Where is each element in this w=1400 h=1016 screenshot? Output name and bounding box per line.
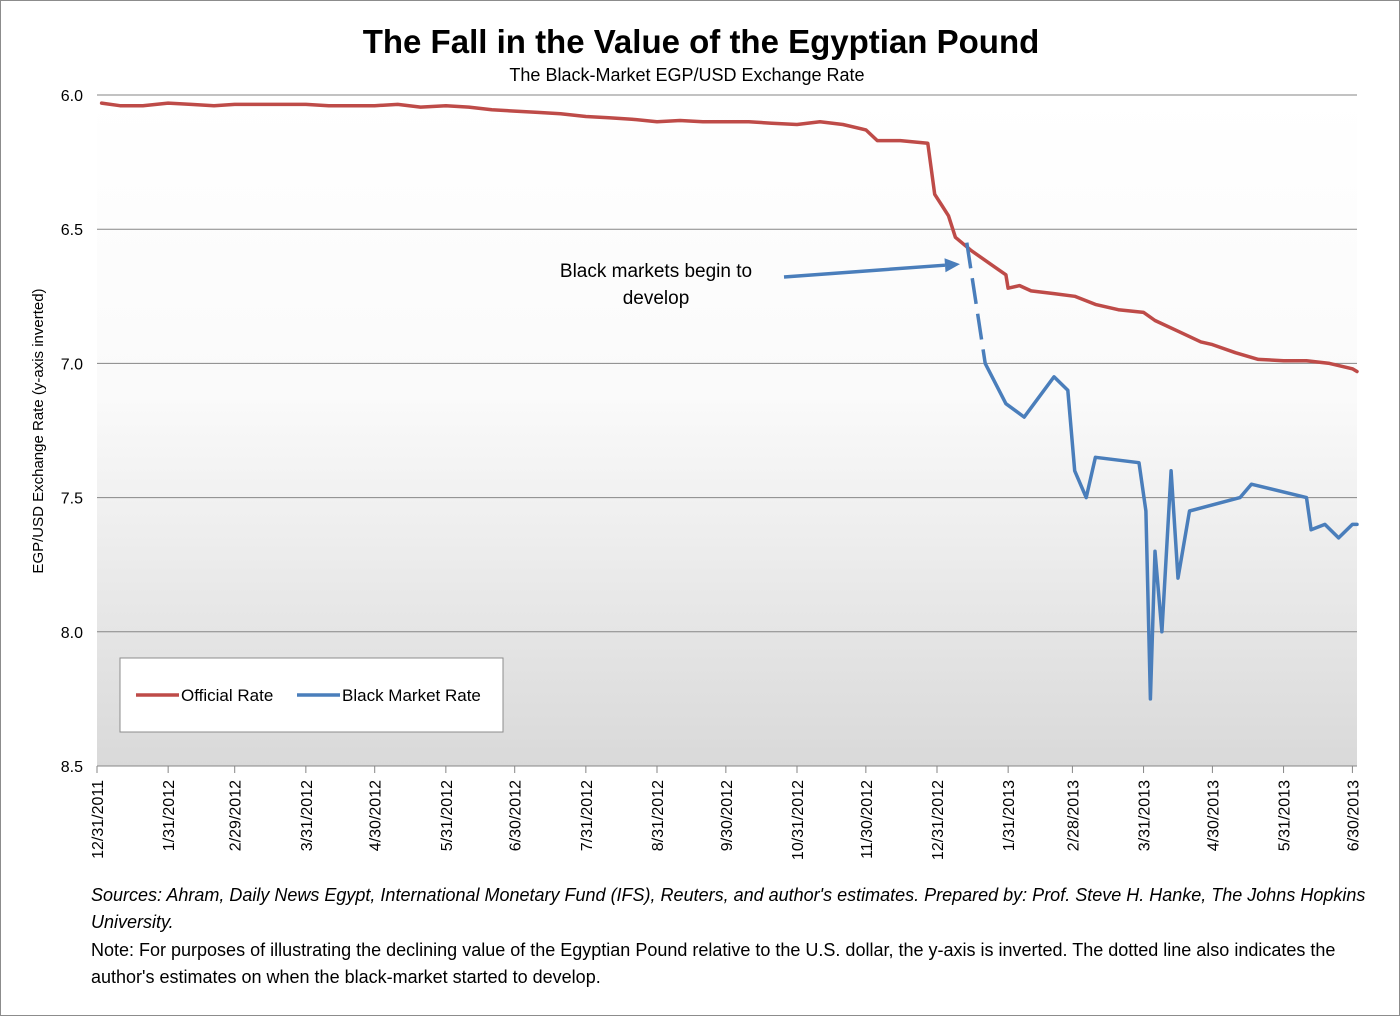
plot-area <box>97 95 1357 766</box>
x-tick-label: 5/31/2012 <box>439 780 456 851</box>
x-tick-label: 12/31/2012 <box>930 780 947 860</box>
sources-note: Sources: Ahram, Daily News Egypt, Intern… <box>91 885 1366 932</box>
x-tick-label: 2/28/2013 <box>1065 780 1082 851</box>
x-tick-label: 3/31/2013 <box>1137 780 1154 851</box>
series-line-black-market-rate <box>983 361 1359 701</box>
series-layer <box>99 101 1359 701</box>
x-tick-label: 11/30/2012 <box>859 780 876 859</box>
legend-label-black-market-rate: Black Market Rate <box>342 686 481 705</box>
annotation-text-line-2: develop <box>623 288 690 309</box>
x-tick-label: 8/31/2012 <box>650 780 667 851</box>
x-tick-label: 12/31/2011 <box>90 780 107 859</box>
gridlines <box>97 94 1357 767</box>
x-tick-label: 9/30/2012 <box>719 780 736 851</box>
x-tick-label: 10/31/2012 <box>790 780 807 860</box>
annotation-text-line-1: Black markets begin to <box>560 261 752 282</box>
chart-title: The Fall in the Value of the Egyptian Po… <box>363 23 1040 60</box>
x-tick-label: 4/30/2012 <box>368 780 385 851</box>
x-tick-labels: 12/31/2011 1/31/2012 2/29/2012 3/31/2012 4/3… <box>90 766 1362 860</box>
x-tick-label: 6/30/2012 <box>508 780 525 851</box>
y-tick-label: 7.5 <box>61 491 83 508</box>
y-axis-title: EGP/USD Exchange Rate (y-axis inverted) <box>30 288 47 573</box>
y-tick-labels: 6.0 6.5 7.0 7.5 8.0 8.5 <box>61 88 83 776</box>
x-tick-label: 3/31/2012 <box>299 780 316 851</box>
y-tick-label: 8.0 <box>61 625 83 642</box>
annotation-arrow-head <box>944 258 960 273</box>
annotation-arrow-shaft <box>783 263 946 279</box>
x-tick-label: 1/31/2013 <box>1001 780 1018 851</box>
x-tick-label: 4/30/2013 <box>1205 780 1222 851</box>
x-tick-label: 1/31/2012 <box>161 780 178 851</box>
y-tick-label: 6.5 <box>61 222 83 239</box>
estimate-dashed-line <box>965 242 987 364</box>
x-tick-label: 6/30/2013 <box>1345 780 1362 851</box>
y-tick-label: 6.0 <box>61 88 83 105</box>
x-tick-label: 7/31/2012 <box>579 780 596 851</box>
y-tick-label: 7.0 <box>61 356 83 373</box>
legend: Official Rate Black Market Rate <box>119 657 504 733</box>
annotation: Black markets begin to develop <box>560 258 960 309</box>
axis-note: Note: For purposes of illustrating the d… <box>91 940 1336 987</box>
x-tick-label: 5/31/2013 <box>1277 780 1294 851</box>
x-tick-label: 2/29/2012 <box>228 780 245 851</box>
series-line-official-rate <box>99 101 1359 374</box>
chart-subtitle: The Black-Market EGP/USD Exchange Rate <box>509 65 864 85</box>
legend-label-official-rate: Official Rate <box>181 686 273 705</box>
y-tick-label: 8.5 <box>61 759 83 776</box>
